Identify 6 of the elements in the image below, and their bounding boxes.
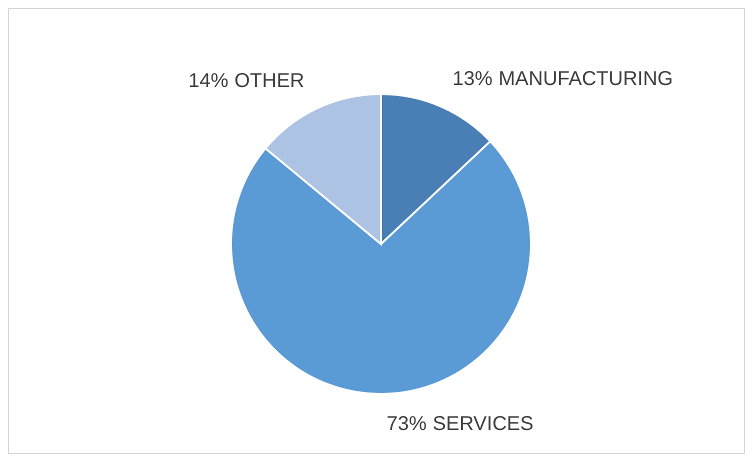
slice-label: MANUFACTURING xyxy=(498,68,673,90)
data-label: 13% xyxy=(452,68,493,90)
data-label: 73% xyxy=(386,412,427,435)
slice-label: OTHER xyxy=(234,70,304,92)
slice-label: SERVICES xyxy=(432,412,534,435)
data-label: 14% xyxy=(188,70,229,92)
